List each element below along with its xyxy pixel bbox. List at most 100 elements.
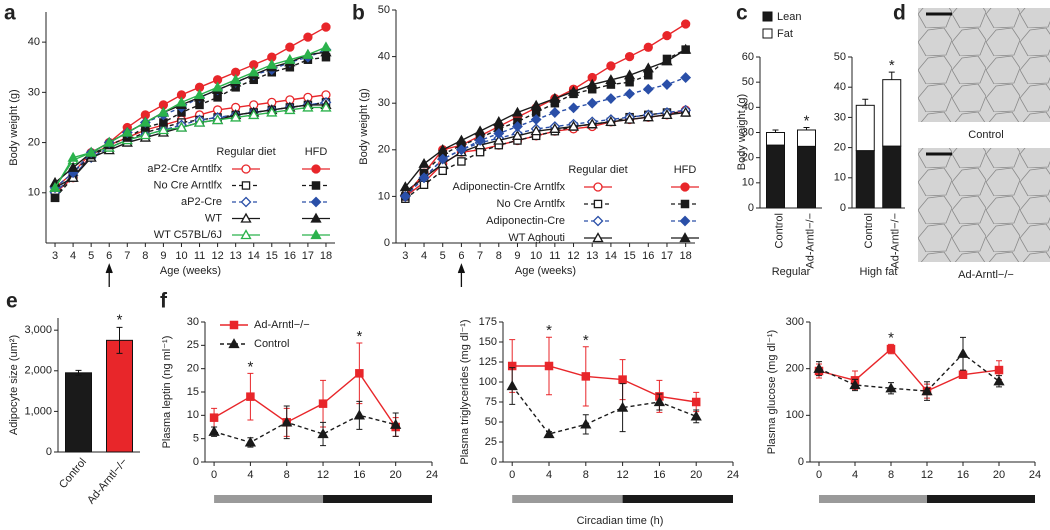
legend-label: aP2-Cre Arntlfx [147, 163, 222, 175]
y-tick-label: 30 [742, 126, 754, 138]
data-point [103, 136, 115, 147]
data-point [680, 72, 692, 83]
series-line [404, 48, 686, 197]
data-point [281, 416, 293, 427]
y-tick-label: 40 [742, 101, 754, 113]
data-point [644, 70, 653, 80]
x-tick-label: 20 [390, 469, 402, 481]
data-point [209, 413, 219, 422]
data-point [680, 43, 692, 54]
data-point [317, 428, 329, 439]
data-point [303, 32, 313, 42]
micrograph-cells [918, 148, 1050, 262]
error-bar [888, 71, 895, 80]
x-tick-label: 16 [957, 469, 969, 481]
x-tick-label: 18 [320, 250, 332, 262]
y-tick-label: 150 [479, 336, 497, 348]
y-tick-label: 10 [834, 172, 846, 184]
data-point [418, 172, 430, 184]
x-tick-label: 16 [284, 250, 296, 262]
data-point [438, 166, 447, 176]
data-point [418, 157, 430, 168]
y-tick-label: 125 [479, 356, 497, 368]
light-dark-bar [927, 495, 1035, 503]
legend-marker [311, 181, 321, 190]
data-point [616, 401, 629, 412]
y-tick-label: 25 [485, 436, 497, 448]
y-tick-label: 10 [28, 187, 40, 199]
legend-label: Fat [777, 28, 793, 40]
x-tick-label: 17 [302, 250, 314, 262]
y-tick-label: 100 [786, 409, 804, 421]
data-point [211, 114, 224, 125]
error-bar [803, 126, 810, 130]
x-tick-label: 18 [680, 250, 692, 262]
data-point [320, 46, 332, 57]
y-tick-label: 0 [46, 446, 52, 458]
bar-segment [855, 150, 875, 209]
bar-segment [766, 132, 785, 146]
series-line [404, 76, 686, 197]
y-tick-label: 30 [187, 316, 199, 328]
series-line [512, 365, 697, 403]
data-point [813, 362, 825, 373]
series-line [213, 372, 397, 428]
y-axis-label: Plasma triglycerides (mg dl⁻¹) [459, 319, 471, 464]
y-tick-label: 200 [786, 363, 804, 375]
legend-label: Adiponectin-Cre Arntlfx [453, 181, 566, 193]
legend-swatch [762, 28, 773, 39]
data-point [353, 409, 365, 420]
data-point [885, 382, 897, 393]
legend-label: Ad-Arntl−/− [254, 319, 310, 331]
data-point [355, 369, 364, 378]
x-tick-label: 4 [247, 469, 253, 481]
y-axis-label: Plasma leptin (ng ml⁻¹) [161, 336, 173, 449]
legend-marker [680, 182, 690, 192]
group-title: High fat [860, 266, 898, 278]
legend-marker [311, 164, 321, 174]
legend-swatch [762, 11, 773, 22]
data-point [623, 69, 636, 80]
y-tick-label: 50 [834, 51, 846, 63]
y-tick-label: 60 [742, 51, 754, 63]
x-tick-label: 3 [402, 250, 408, 262]
y-tick-label: 30 [28, 86, 40, 98]
y-tick-label: 0 [748, 202, 754, 214]
series-line [54, 46, 327, 189]
x-tick-label: 13 [230, 250, 242, 262]
data-point [474, 125, 486, 136]
data-point [606, 61, 616, 71]
legend-marker [310, 212, 322, 223]
legend-label: Lean [777, 11, 801, 23]
x-tick-label: 13 [586, 250, 598, 262]
data-point [320, 101, 332, 112]
x-tick-label: 17 [661, 250, 673, 262]
x-tick-label: 10 [175, 250, 187, 262]
data-point [321, 22, 331, 32]
panel-letter: f [160, 290, 168, 313]
data-point [530, 125, 542, 136]
y-tick-label: 10 [742, 177, 754, 189]
legend-header: HFD [674, 164, 697, 176]
y-tick-label: 30 [378, 97, 390, 109]
legend-label: No Cre Arntlfx [497, 198, 566, 210]
data-point [586, 78, 598, 89]
y-tick-label: 20 [28, 136, 40, 148]
data-point [661, 79, 673, 90]
data-point [390, 418, 402, 429]
data-point [67, 161, 79, 172]
data-point [175, 121, 188, 132]
data-point [157, 124, 170, 135]
series-line [404, 23, 687, 197]
arrow [105, 263, 113, 287]
series-line [404, 49, 687, 188]
data-point [567, 85, 580, 96]
x-tick-label: 5 [440, 250, 446, 262]
x-tick-label: 6 [458, 250, 464, 262]
data-point [580, 418, 592, 429]
data-point [642, 111, 654, 122]
light-dark-bar [214, 495, 324, 503]
x-tick-label: 12 [211, 250, 223, 262]
x-tick-label: 20 [993, 469, 1005, 481]
data-point [302, 101, 314, 112]
